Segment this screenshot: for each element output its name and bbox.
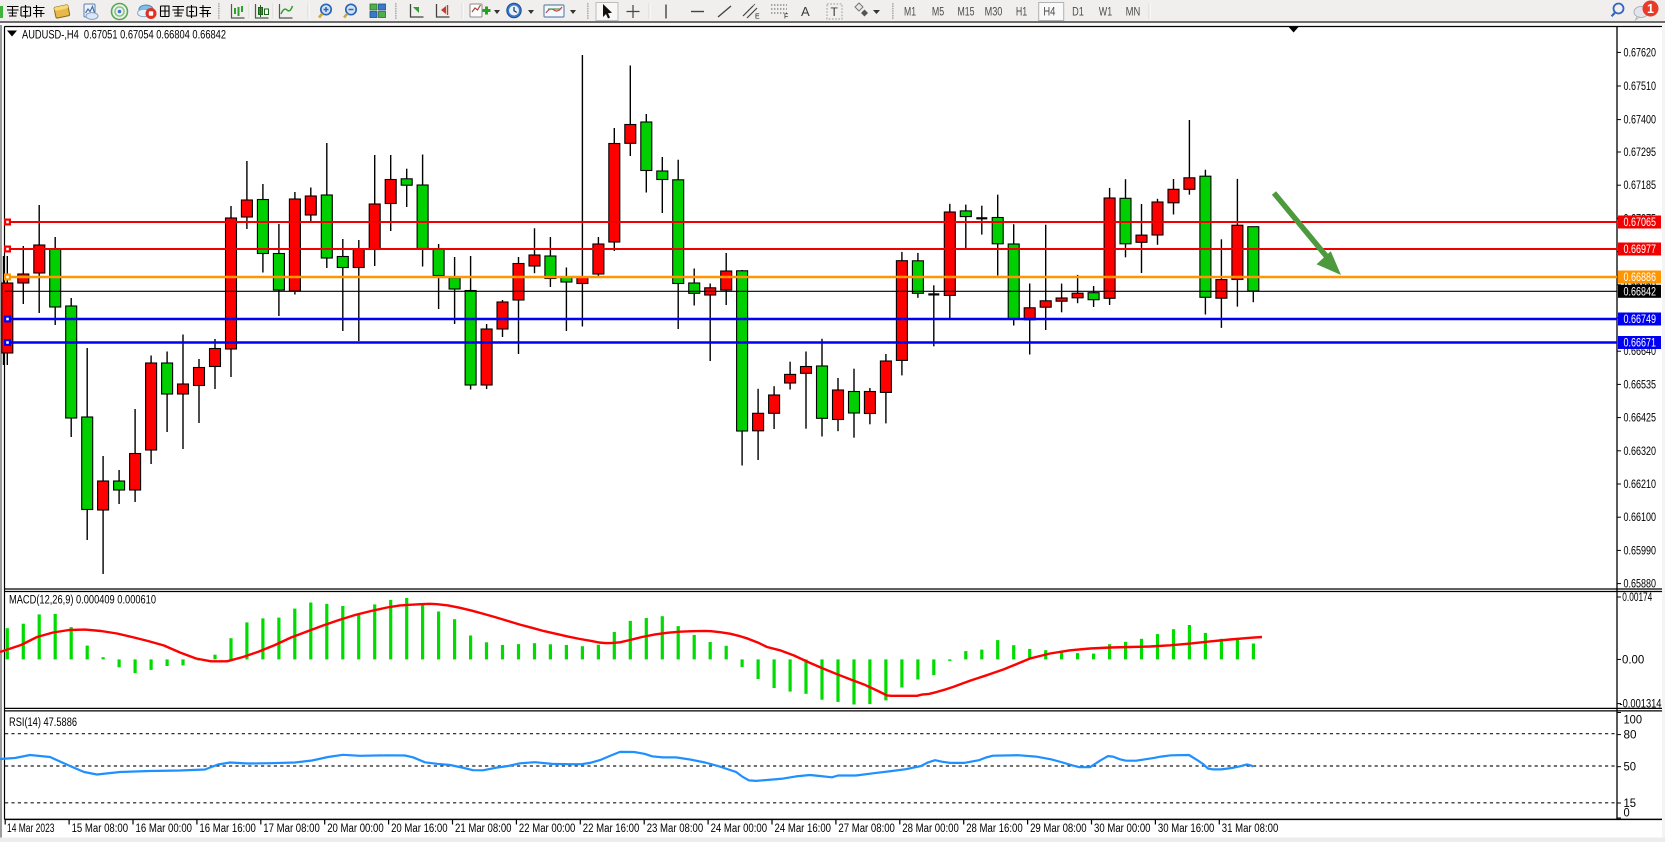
svg-text:29 Mar 08:00: 29 Mar 08:00	[1030, 823, 1087, 835]
svg-text:H4: H4	[1043, 7, 1055, 19]
svg-text:27 Mar 08:00: 27 Mar 08:00	[838, 823, 895, 835]
svg-text:20 Mar 00:00: 20 Mar 00:00	[327, 823, 384, 835]
svg-text:T: T	[831, 5, 839, 19]
svg-text:24 Mar 16:00: 24 Mar 16:00	[775, 823, 832, 835]
svg-text:H1: H1	[1016, 7, 1027, 19]
svg-text:0.66425: 0.66425	[1624, 413, 1657, 425]
svg-text:0.66671: 0.66671	[1624, 338, 1657, 350]
svg-text:F: F	[784, 14, 788, 21]
svg-text:M15: M15	[958, 7, 975, 19]
svg-text:M30: M30	[985, 7, 1003, 19]
svg-text:0.66977: 0.66977	[1624, 244, 1657, 256]
svg-text:22 Mar 16:00: 22 Mar 16:00	[583, 823, 640, 835]
svg-text:0.00: 0.00	[1622, 654, 1644, 666]
svg-text:E: E	[755, 14, 760, 21]
svg-text:20 Mar 16:00: 20 Mar 16:00	[391, 823, 448, 835]
svg-text:MN: MN	[1126, 7, 1141, 19]
svg-text:24 Mar 00:00: 24 Mar 00:00	[711, 823, 768, 835]
svg-text:M1: M1	[904, 7, 916, 19]
svg-text:-0.001314: -0.001314	[1620, 699, 1662, 711]
svg-text:A: A	[801, 4, 810, 19]
svg-text:D1: D1	[1072, 7, 1084, 19]
svg-text:0.65990: 0.65990	[1624, 545, 1657, 557]
svg-text:M5: M5	[932, 7, 944, 19]
svg-text:16 Mar 00:00: 16 Mar 00:00	[136, 823, 193, 835]
svg-text:0.67295: 0.67295	[1624, 147, 1657, 159]
svg-text:17 Mar 08:00: 17 Mar 08:00	[263, 823, 320, 835]
svg-text:AUDUSD-,H4 0.67051 0.67054 0.: AUDUSD-,H4 0.67051 0.67054 0.66804 0.668…	[22, 30, 226, 42]
svg-text:14 Mar 2023: 14 Mar 2023	[7, 823, 55, 835]
svg-text:0: 0	[1624, 807, 1630, 819]
svg-text:23 Mar 08:00: 23 Mar 08:00	[647, 823, 704, 835]
svg-text:0.65880: 0.65880	[1624, 579, 1657, 591]
svg-text:100: 100	[1624, 714, 1643, 726]
svg-text:31 Mar 08:00: 31 Mar 08:00	[1222, 823, 1279, 835]
svg-text:15 Mar 08:00: 15 Mar 08:00	[72, 823, 129, 835]
svg-text:MACD(12,26,9) 0.000409 0.00061: MACD(12,26,9) 0.000409 0.000610	[9, 595, 156, 607]
svg-text:28 Mar 00:00: 28 Mar 00:00	[902, 823, 959, 835]
svg-text:28 Mar 16:00: 28 Mar 16:00	[966, 823, 1023, 835]
svg-text:22 Mar 00:00: 22 Mar 00:00	[519, 823, 576, 835]
svg-text:0.67065: 0.67065	[1624, 217, 1657, 229]
svg-text:0.66640: 0.66640	[1624, 346, 1657, 358]
svg-text:0.66100: 0.66100	[1624, 512, 1657, 524]
svg-text:21 Mar 08:00: 21 Mar 08:00	[455, 823, 512, 835]
svg-text:30 Mar 16:00: 30 Mar 16:00	[1158, 823, 1215, 835]
svg-text:0.67510: 0.67510	[1624, 81, 1657, 93]
svg-text:0.66886: 0.66886	[1624, 272, 1657, 284]
svg-text:30 Mar 00:00: 30 Mar 00:00	[1094, 823, 1151, 835]
svg-text:0.66842: 0.66842	[1624, 286, 1657, 298]
svg-text:0.66320: 0.66320	[1624, 446, 1657, 458]
svg-text:0.67185: 0.67185	[1624, 180, 1657, 192]
svg-text:15: 15	[1624, 798, 1637, 810]
svg-text:80: 80	[1624, 730, 1637, 742]
svg-text:0.67620: 0.67620	[1624, 47, 1657, 59]
svg-text:RSI(14) 47.5886: RSI(14) 47.5886	[9, 717, 77, 729]
svg-text:16 Mar 16:00: 16 Mar 16:00	[199, 823, 256, 835]
svg-text:0.66210: 0.66210	[1624, 479, 1657, 491]
svg-text:0.66535: 0.66535	[1624, 379, 1657, 391]
svg-text:0.66749: 0.66749	[1624, 314, 1657, 326]
svg-text:0.67400: 0.67400	[1624, 115, 1657, 127]
svg-text:0.00174: 0.00174	[1622, 592, 1652, 604]
svg-text:W1: W1	[1099, 7, 1112, 19]
svg-text:50: 50	[1624, 762, 1637, 774]
svg-text:1: 1	[1647, 2, 1654, 16]
